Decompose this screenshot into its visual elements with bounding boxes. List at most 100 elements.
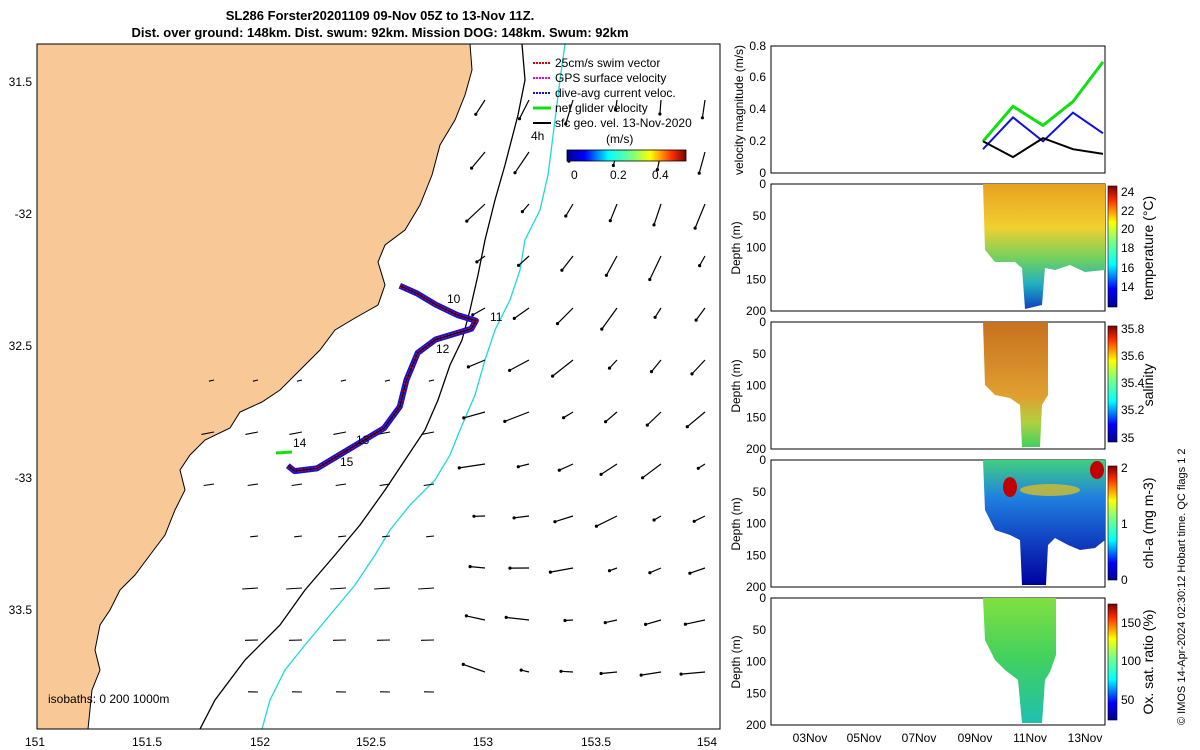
- map-ytick-32: -32: [15, 207, 33, 221]
- time-tick-4: 11Nov: [1013, 731, 1047, 745]
- day-label-12: 12: [436, 342, 450, 356]
- velocity-arrow-head: [683, 622, 688, 626]
- velocity-arrow: [518, 255, 530, 266]
- velocity-arrow: [686, 411, 706, 428]
- speed-colorbar: [566, 149, 687, 162]
- velocity-arrow: [699, 255, 706, 266]
- day-label-10: 10: [447, 292, 461, 306]
- colorbar-tick-0: 0: [571, 168, 578, 182]
- velocity-arrow: [340, 379, 347, 382]
- temp-ctick-4: 16: [1121, 261, 1135, 275]
- velocity-arrow-head: [697, 171, 701, 175]
- velocity-arrow-head: [475, 260, 479, 264]
- velocity-arrow: [600, 463, 618, 475]
- velocity-arrow-head: [611, 163, 616, 168]
- velocity-arrow: [701, 99, 706, 118]
- velocity-arrow: [559, 463, 574, 471]
- legend-sfc-label: sfc geo. vel. 13-Nov-2020: [555, 116, 692, 130]
- velocity-arrow-head: [468, 565, 472, 569]
- chla-ctick-2: 0: [1121, 573, 1128, 587]
- velocity-arrow: [384, 379, 391, 382]
- velocity-lines: [981, 60, 1105, 159]
- map-xtick-154: 154: [697, 735, 717, 749]
- velocity-arrow: [472, 307, 486, 316]
- velocity-arrow-head: [641, 476, 645, 480]
- chla-cbar-label: chl-a (mg m-3): [1140, 477, 1156, 568]
- oxsat-section: [983, 598, 1056, 723]
- velocity-arrow-head: [466, 365, 470, 369]
- velocity-arrow-head: [457, 466, 461, 470]
- velocity-arrow-head: [548, 570, 553, 574]
- velocity-arrow-head: [465, 219, 469, 223]
- depth-axis-label: Depth (m): [729, 497, 743, 550]
- velocity-arrow: [605, 255, 618, 276]
- legend-gps-label: GPS surface velocity: [555, 71, 666, 85]
- velocity-arrow: [654, 307, 662, 318]
- velocity-arrow-head: [648, 277, 652, 282]
- velocity-arrow: [463, 411, 486, 419]
- depth-tick: 200: [746, 718, 766, 732]
- vel-ytick-1: 0.2: [749, 134, 766, 148]
- depth-tick: 200: [746, 304, 766, 318]
- velocity-arrow-head: [474, 112, 478, 116]
- velocity-arrow-head: [694, 318, 698, 322]
- temperature-cbar-label: temperature (°C): [1140, 196, 1156, 300]
- velocity-arrow: [513, 307, 530, 319]
- velocity-arrow-head: [607, 366, 612, 370]
- sal-ctick-2: 35.4: [1121, 376, 1145, 390]
- velocity-arrow: [518, 99, 530, 119]
- velocity-arrow: [693, 515, 706, 522]
- chla-ctick-1: 1: [1121, 517, 1128, 531]
- chla-panel: 2 1 0: [770, 459, 1128, 588]
- velocity-arrow: [294, 535, 303, 538]
- velocity-arrow-head: [513, 171, 517, 175]
- velocity-arrow: [561, 255, 574, 271]
- temperature-panel: 24 22 20 18 16 14: [770, 183, 1135, 312]
- time-tick-0: 03Nov: [793, 731, 828, 745]
- velocity-arrow: [250, 535, 259, 538]
- velocity-arrow-head: [599, 472, 603, 476]
- vel-ytick-0: 0: [759, 166, 766, 180]
- chla-max-patch: [1090, 461, 1104, 479]
- velocity-arrow: [641, 671, 662, 676]
- velocity-arrow-head: [600, 327, 604, 331]
- velocity-arrow: [552, 359, 574, 377]
- depth-tick: 150: [746, 410, 766, 424]
- map-xtick-151: 151: [25, 735, 45, 749]
- chla-ctick-0: 2: [1121, 461, 1128, 475]
- depth-tick: 100: [746, 379, 766, 393]
- velocity-arrow: [296, 379, 303, 382]
- isobath-1000m: [261, 44, 566, 729]
- velocity-arrow: [506, 616, 530, 621]
- velocity-arrow: [615, 99, 618, 110]
- velocity-arrow: [514, 515, 530, 519]
- velocity-arrow: [646, 411, 662, 426]
- velocity-arrow: [601, 307, 618, 330]
- depth-tick: 50: [753, 623, 767, 637]
- temp-ctick-2: 20: [1121, 222, 1135, 236]
- legend-dive-label: dive-avg current veloc.: [555, 86, 676, 100]
- velocity-arrow: [605, 619, 618, 624]
- velocity-arrow: [659, 99, 662, 115]
- map-ytick-33.5: 33.5: [9, 603, 33, 617]
- vel-ylabel: velocity magnitude (m/s): [732, 45, 746, 175]
- time-tick-1: 05Nov: [847, 731, 882, 745]
- salinity-axes: [770, 321, 1106, 450]
- velocity-arrow-head: [471, 313, 475, 317]
- velocity-arrow-head: [512, 316, 516, 320]
- map-legend: 25cm/s swim vector GPS surface velocity …: [533, 56, 692, 130]
- velocity-arrow-head: [504, 615, 508, 620]
- velocity-arrow: [649, 567, 662, 574]
- map-ytick-31.5: 31.5: [9, 75, 33, 89]
- temperature-section: [983, 184, 1105, 309]
- legend-swim-label: 25cm/s swim vector: [555, 56, 660, 70]
- map-ytick-33: -33: [15, 471, 33, 485]
- day-label-11: 11: [490, 310, 503, 324]
- velocity-arrow-head: [614, 108, 618, 112]
- velocity-arrow: [421, 431, 435, 435]
- velocity-arrow-head: [690, 372, 694, 376]
- temp-ctick-1: 22: [1121, 204, 1135, 218]
- velocity-arrow: [476, 255, 486, 263]
- velocity-arrow: [560, 670, 574, 673]
- temperature-colorbar: [1107, 185, 1118, 308]
